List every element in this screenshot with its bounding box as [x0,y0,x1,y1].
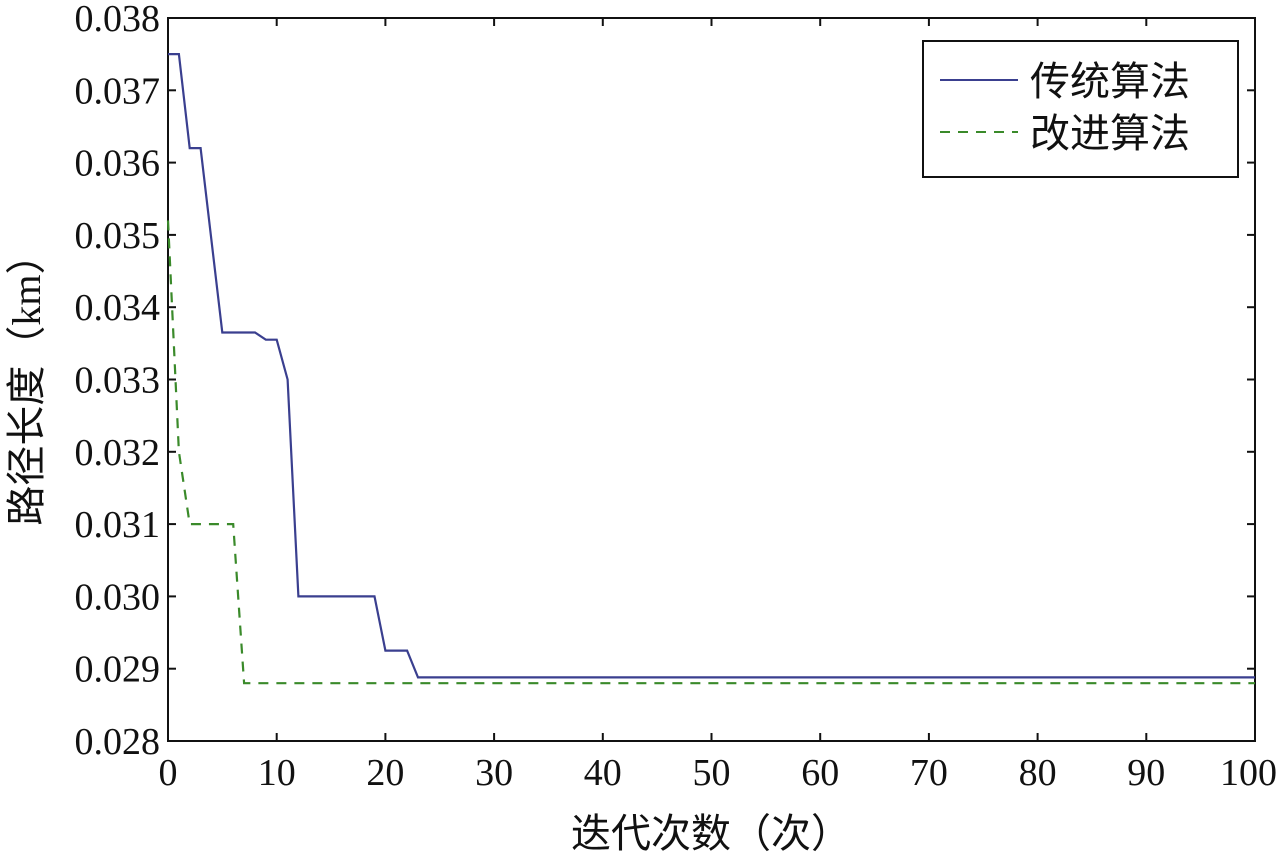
x-axis-ticks: 0 10 20 30 40 50 60 70 80 90 100 [159,18,1277,794]
y-tick-label: 0.036 [75,143,161,185]
x-tick-label: 10 [258,752,296,794]
x-tick-label: 0 [159,752,178,794]
legend-label-improved: 改进算法 [1030,111,1190,156]
y-tick-label: 0.034 [75,287,161,329]
y-tick-label: 0.033 [75,360,161,402]
y-tick-label: 0.030 [75,576,161,618]
x-axis-label: 迭代次数（次） [571,811,851,856]
x-tick-label: 70 [910,752,948,794]
series-line-improved [166,220,1255,685]
y-tick-label: 0.037 [75,70,161,112]
x-tick-label: 60 [801,752,839,794]
y-tick-label: 0.038 [75,0,161,40]
series-layer [166,52,1255,685]
x-tick-label: 20 [366,752,404,794]
series-line-traditional [168,52,1255,679]
x-tick-label: 50 [693,752,731,794]
x-tick-label: 30 [475,752,513,794]
legend: 传统算法 改进算法 [922,40,1239,178]
y-axis-ticks: 0.028 0.029 0.030 0.031 0.032 0.033 0.034 0.035… [75,0,1255,763]
x-tick-label: 80 [1019,752,1057,794]
y-tick-label: 0.035 [75,215,161,257]
x-tick-label: 90 [1127,752,1165,794]
y-axis-label: 路径长度（km） [4,234,49,525]
x-tick-label: 40 [584,752,622,794]
y-tick-label: 0.029 [75,649,161,691]
y-tick-label: 0.032 [75,432,161,474]
y-tick-label: 0.028 [75,721,161,763]
y-tick-label: 0.031 [75,504,161,546]
legend-label-traditional: 传统算法 [1030,59,1190,104]
x-tick-label: 100 [1220,752,1277,794]
legend-box [922,40,1239,178]
